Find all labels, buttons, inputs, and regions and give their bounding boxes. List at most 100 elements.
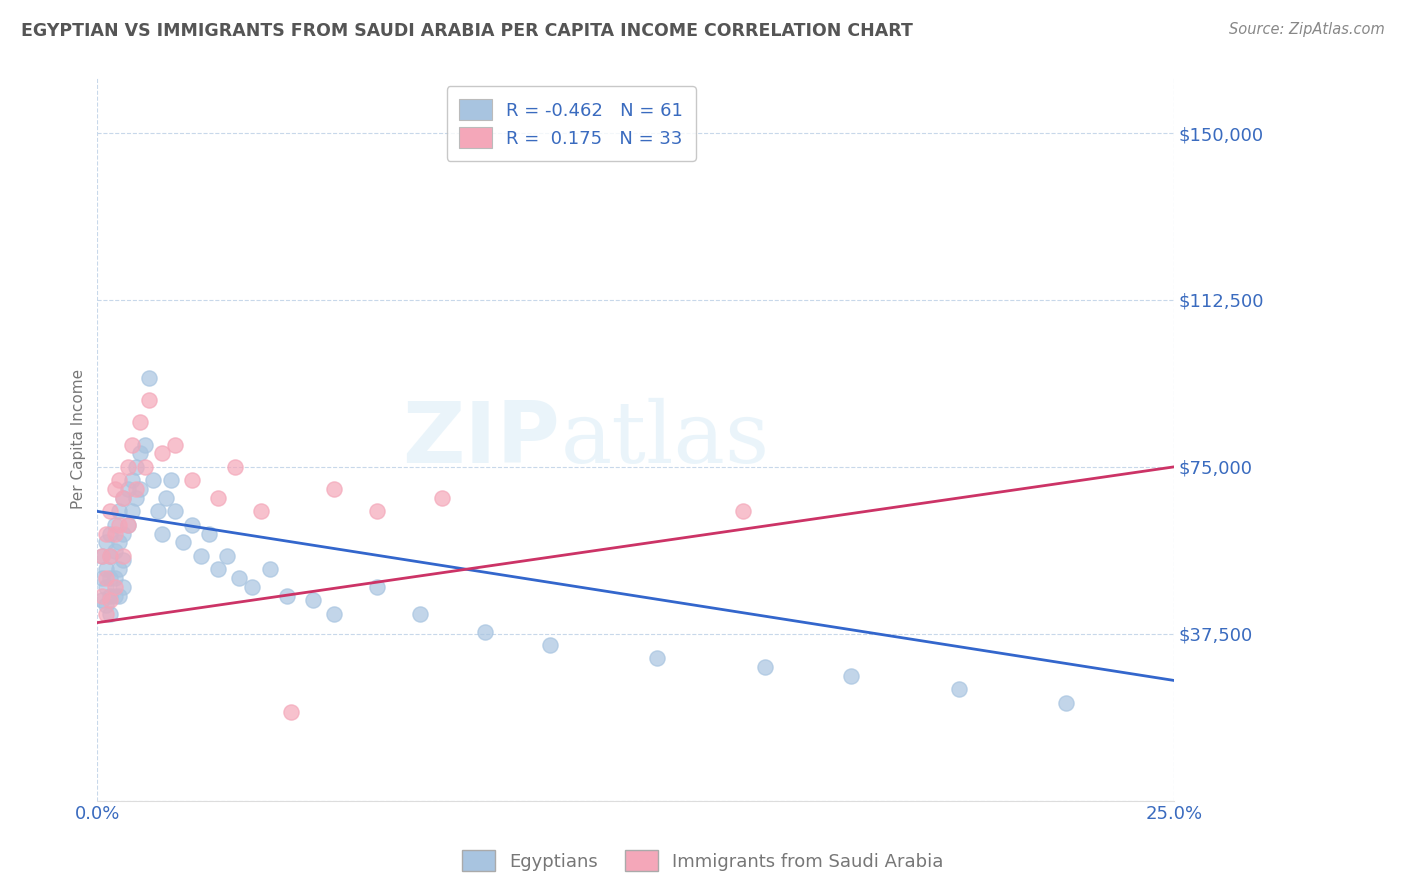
Point [98,526,121,541]
Point [250,504,273,518]
Point [121,473,143,487]
Point [538,638,561,652]
Point [90,589,112,603]
Point [94,571,117,585]
Point [90,549,112,563]
Point [409,607,432,621]
Point [173,535,195,549]
Point [108,504,131,518]
Text: atlas: atlas [561,398,769,481]
Point [323,482,346,496]
Point [98,593,121,607]
Point [134,459,156,474]
Point [159,473,181,487]
Point [129,415,152,429]
Point [181,517,204,532]
Point [224,459,246,474]
Point [366,504,388,518]
Point [733,504,755,518]
Point [90,549,112,563]
Point [103,589,125,603]
Point [103,526,125,541]
Point [103,517,125,532]
Point [94,535,117,549]
Text: ZIP: ZIP [402,398,561,481]
Point [103,544,125,558]
Point [94,598,117,612]
Point [207,562,229,576]
Point [117,459,139,474]
Point [134,437,156,451]
Point [108,535,131,549]
Point [430,491,453,505]
Point [163,437,186,451]
Point [645,651,668,665]
Point [125,491,148,505]
Point [108,517,131,532]
Point [129,446,152,460]
Point [112,549,135,563]
Legend: Egyptians, Immigrants from Saudi Arabia: Egyptians, Immigrants from Saudi Arabia [456,843,950,879]
Point [242,580,264,594]
Point [207,491,229,505]
Point [754,660,776,674]
Point [103,571,125,585]
Point [190,549,212,563]
Point [98,571,121,585]
Point [108,562,131,576]
Point [155,491,177,505]
Point [125,482,148,496]
Point [103,580,125,594]
Point [366,580,388,594]
Point [94,526,117,541]
Point [301,593,323,607]
Point [215,549,238,563]
Point [98,549,121,563]
Point [142,473,165,487]
Point [839,669,862,683]
Point [94,580,117,594]
Point [146,504,169,518]
Point [150,526,173,541]
Point [125,459,148,474]
Point [474,624,496,639]
Point [228,571,250,585]
Point [117,517,139,532]
Point [98,504,121,518]
Point [121,504,143,518]
Point [138,371,160,385]
Point [98,589,121,603]
Point [150,446,173,460]
Point [98,549,121,563]
Point [112,491,135,505]
Point [103,482,125,496]
Text: EGYPTIAN VS IMMIGRANTS FROM SAUDI ARABIA PER CAPITA INCOME CORRELATION CHART: EGYPTIAN VS IMMIGRANTS FROM SAUDI ARABIA… [21,22,912,40]
Legend: R = -0.462   N = 61, R =  0.175   N = 33: R = -0.462 N = 61, R = 0.175 N = 33 [447,87,696,161]
Y-axis label: Per Capita Income: Per Capita Income [72,369,86,509]
Point [280,705,302,719]
Point [121,437,143,451]
Point [90,593,112,607]
Point [108,589,131,603]
Point [98,607,121,621]
Point [117,482,139,496]
Point [163,504,186,518]
Point [259,562,281,576]
Point [323,607,346,621]
Point [181,473,204,487]
Point [112,553,135,567]
Point [90,571,112,585]
Point [94,607,117,621]
Point [948,682,970,697]
Point [112,526,135,541]
Point [198,526,221,541]
Point [112,580,135,594]
Point [138,393,160,408]
Point [276,589,298,603]
Text: Source: ZipAtlas.com: Source: ZipAtlas.com [1229,22,1385,37]
Point [94,562,117,576]
Point [129,482,152,496]
Point [108,473,131,487]
Point [117,517,139,532]
Point [112,491,135,505]
